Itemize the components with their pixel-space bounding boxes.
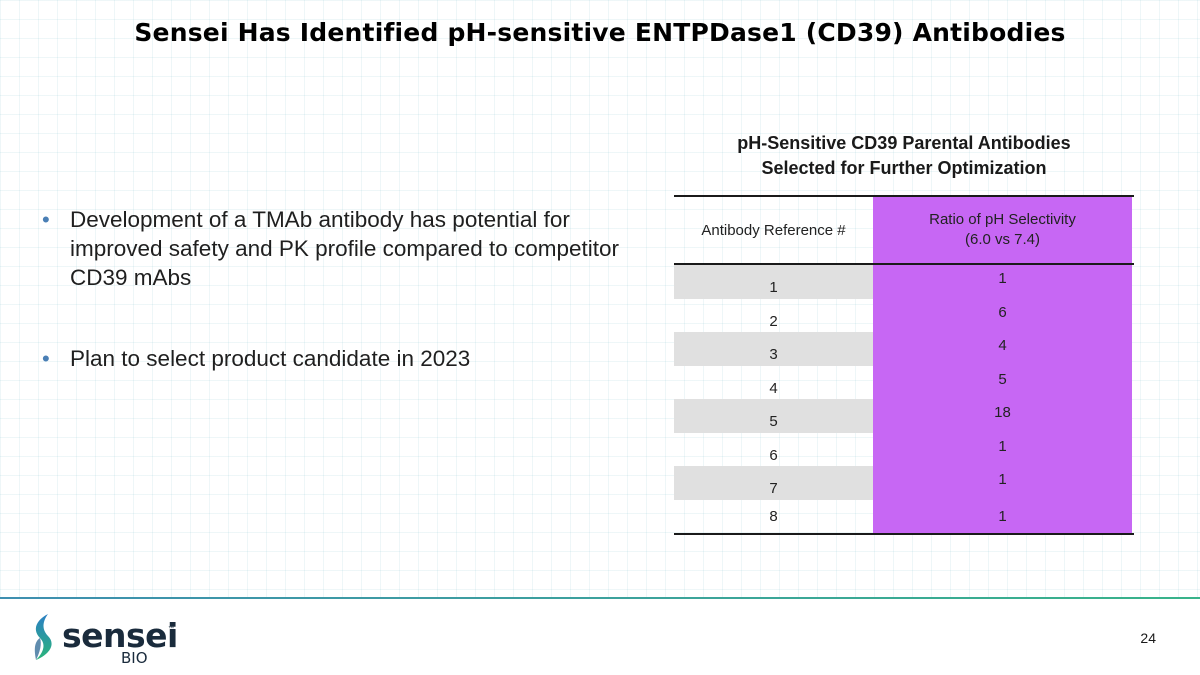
page-number: 24	[1140, 630, 1156, 646]
ratio-cell: 1	[998, 507, 1007, 525]
logo-trademark: ™	[168, 626, 174, 632]
bullet-text: Plan to select product candidate in 2023	[70, 346, 471, 371]
column-header-ratio: Ratio of pH Selectivity (6.0 vs 7.4)	[873, 197, 1132, 263]
table-header: Antibody Reference # Ratio of pH Selecti…	[674, 195, 1134, 265]
ratio-cell: 6	[998, 303, 1007, 321]
antibody-ref-cell: 6	[769, 446, 778, 464]
column-header-ref: Antibody Reference #	[701, 221, 846, 239]
bullet-text: Development of a TMAb antibody has poten…	[70, 207, 620, 290]
antibody-ref-cell: 4	[769, 379, 778, 397]
ref-cell-bg	[674, 265, 873, 299]
sensei-leaf-icon	[34, 614, 52, 660]
table-title-line: pH-Sensitive CD39 Parental Antibodies	[737, 133, 1071, 153]
slide-title: Sensei Has Identified pH-sensitive ENTPD…	[134, 18, 1066, 47]
ref-cell-bg	[674, 332, 873, 366]
bullet-list: • Development of a TMAb antibody has pot…	[40, 205, 620, 373]
bullet-item: • Plan to select product candidate in 20…	[40, 344, 620, 373]
table-row: 5 18	[674, 399, 1132, 433]
antibody-ref-cell: 2	[769, 312, 778, 330]
footer	[0, 599, 1200, 675]
sensei-bio-logo: sensei ™ BIO	[28, 612, 188, 668]
ratio-cell: 1	[998, 437, 1007, 455]
column-header-ratio-line: (6.0 vs 7.4)	[964, 231, 1041, 248]
ratio-cell: 4	[998, 337, 1007, 354]
table-body: 1 1 2 6 3 4 4 5 5 18 6 1 7 1 8 1	[674, 265, 1134, 535]
ref-cell-bg	[674, 466, 873, 500]
ratio-cell: 18	[994, 404, 1011, 421]
ratio-cell: 1	[998, 270, 1007, 287]
ratio-cell: 1	[998, 471, 1007, 488]
table-title: pH-Sensitive CD39 Parental Antibodies Se…	[674, 131, 1134, 181]
antibody-ref-cell: 5	[769, 413, 778, 430]
antibody-ref-cell: 3	[769, 346, 778, 363]
bullet-dot-icon: •	[42, 207, 50, 232]
antibody-ref-cell: 1	[769, 279, 778, 296]
antibody-ref-cell: 8	[769, 507, 778, 525]
logo-wordmark: sensei	[62, 616, 178, 655]
table-title-line: Selected for Further Optimization	[761, 158, 1047, 178]
ref-cell-bg	[674, 399, 873, 433]
footer-divider	[0, 597, 1200, 599]
antibody-table: Antibody Reference # Ratio of pH Selecti…	[674, 195, 1134, 535]
column-header-ratio-line: Ratio of pH Selectivity	[929, 211, 1076, 228]
antibody-ref-cell: 7	[769, 480, 778, 497]
ratio-cell: 5	[998, 370, 1007, 388]
bullet-dot-icon: •	[42, 346, 50, 371]
bullet-item: • Development of a TMAb antibody has pot…	[40, 205, 620, 292]
ratio-column-highlight	[873, 265, 1132, 533]
logo-subtitle: BIO	[121, 649, 148, 667]
